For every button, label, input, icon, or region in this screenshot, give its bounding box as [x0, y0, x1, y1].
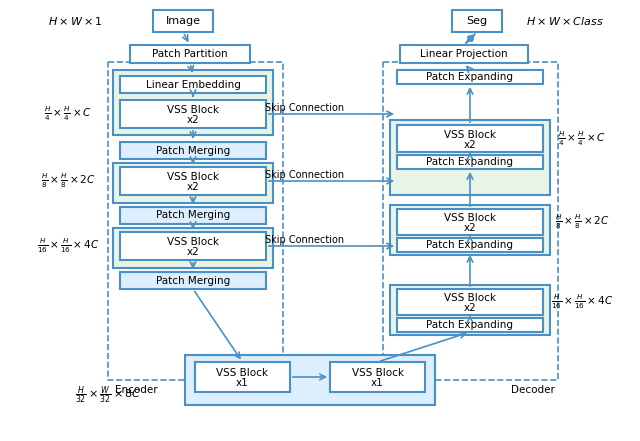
- FancyBboxPatch shape: [113, 70, 273, 135]
- Text: Patch Expanding: Patch Expanding: [426, 320, 513, 330]
- FancyBboxPatch shape: [452, 10, 502, 32]
- FancyBboxPatch shape: [130, 45, 250, 63]
- Text: x2: x2: [187, 115, 200, 125]
- Text: x2: x2: [187, 247, 200, 257]
- FancyBboxPatch shape: [120, 100, 266, 128]
- Text: x2: x2: [463, 303, 476, 313]
- Text: $\frac{H}{4}\times\frac{H}{4}\times C$: $\frac{H}{4}\times\frac{H}{4}\times C$: [558, 129, 606, 148]
- Text: Patch Expanding: Patch Expanding: [426, 72, 513, 82]
- Text: $\frac{H}{16}\times\frac{H}{16}\times 4C$: $\frac{H}{16}\times\frac{H}{16}\times 4C…: [551, 293, 613, 311]
- Text: x1: x1: [236, 378, 249, 388]
- FancyBboxPatch shape: [113, 163, 273, 203]
- Text: $\frac{H}{32}\times\frac{W}{32}\times 8C$: $\frac{H}{32}\times\frac{W}{32}\times 8C…: [75, 384, 141, 406]
- Text: VSS Block: VSS Block: [167, 105, 219, 115]
- Text: $\frac{H}{8}\times\frac{H}{8}\times 2C$: $\frac{H}{8}\times\frac{H}{8}\times 2C$: [40, 172, 95, 190]
- FancyBboxPatch shape: [195, 362, 290, 392]
- Text: x2: x2: [463, 140, 476, 150]
- FancyBboxPatch shape: [120, 167, 266, 195]
- Text: VSS Block: VSS Block: [351, 368, 403, 378]
- Text: $\frac{H}{4}\times\frac{H}{4}\times C$: $\frac{H}{4}\times\frac{H}{4}\times C$: [44, 105, 92, 123]
- Text: Patch Merging: Patch Merging: [156, 276, 230, 285]
- FancyBboxPatch shape: [120, 272, 266, 289]
- Text: Patch Expanding: Patch Expanding: [426, 240, 513, 250]
- FancyBboxPatch shape: [120, 76, 266, 93]
- FancyBboxPatch shape: [390, 120, 550, 195]
- Text: Skip Connection: Skip Connection: [266, 103, 344, 113]
- FancyBboxPatch shape: [397, 209, 543, 235]
- Text: Skip Connection: Skip Connection: [266, 235, 344, 245]
- Text: Patch Merging: Patch Merging: [156, 146, 230, 156]
- Text: VSS Block: VSS Block: [167, 237, 219, 247]
- Text: $\frac{H}{16}\times\frac{H}{16}\times 4C$: $\frac{H}{16}\times\frac{H}{16}\times 4C…: [37, 237, 99, 255]
- Text: Patch Partition: Patch Partition: [152, 49, 228, 59]
- Text: VSS Block: VSS Block: [444, 130, 496, 140]
- FancyBboxPatch shape: [185, 355, 435, 405]
- FancyBboxPatch shape: [120, 232, 266, 260]
- Text: Linear Embedding: Linear Embedding: [145, 79, 241, 90]
- Text: VSS Block: VSS Block: [444, 293, 496, 303]
- FancyBboxPatch shape: [400, 45, 528, 63]
- FancyBboxPatch shape: [120, 207, 266, 224]
- Text: VSS Block: VSS Block: [444, 213, 496, 223]
- Text: x1: x1: [371, 378, 384, 388]
- Text: Encoder: Encoder: [115, 385, 157, 395]
- FancyBboxPatch shape: [120, 142, 266, 159]
- Text: $\frac{H}{8}\times\frac{H}{8}\times 2C$: $\frac{H}{8}\times\frac{H}{8}\times 2C$: [555, 213, 609, 231]
- FancyBboxPatch shape: [397, 155, 543, 169]
- Text: Seg: Seg: [467, 16, 488, 26]
- Text: Patch Expanding: Patch Expanding: [426, 157, 513, 167]
- Text: VSS Block: VSS Block: [216, 368, 269, 378]
- Text: Linear Projection: Linear Projection: [420, 49, 508, 59]
- Text: Patch Merging: Patch Merging: [156, 210, 230, 220]
- FancyBboxPatch shape: [390, 205, 550, 255]
- FancyBboxPatch shape: [390, 285, 550, 335]
- FancyBboxPatch shape: [397, 289, 543, 315]
- FancyBboxPatch shape: [397, 318, 543, 332]
- Text: Image: Image: [166, 16, 200, 26]
- Text: $H\times W\times Class$: $H\times W\times Class$: [526, 15, 604, 27]
- FancyBboxPatch shape: [153, 10, 213, 32]
- FancyBboxPatch shape: [397, 70, 543, 84]
- Text: $H\times W\times 1$: $H\times W\times 1$: [47, 15, 102, 27]
- Text: x2: x2: [463, 223, 476, 233]
- Text: Skip Connection: Skip Connection: [266, 170, 344, 180]
- Text: x2: x2: [187, 182, 200, 192]
- FancyBboxPatch shape: [397, 125, 543, 152]
- FancyBboxPatch shape: [113, 228, 273, 268]
- FancyBboxPatch shape: [397, 238, 543, 252]
- FancyBboxPatch shape: [330, 362, 425, 392]
- Text: VSS Block: VSS Block: [167, 172, 219, 182]
- Text: Decoder: Decoder: [511, 385, 555, 395]
